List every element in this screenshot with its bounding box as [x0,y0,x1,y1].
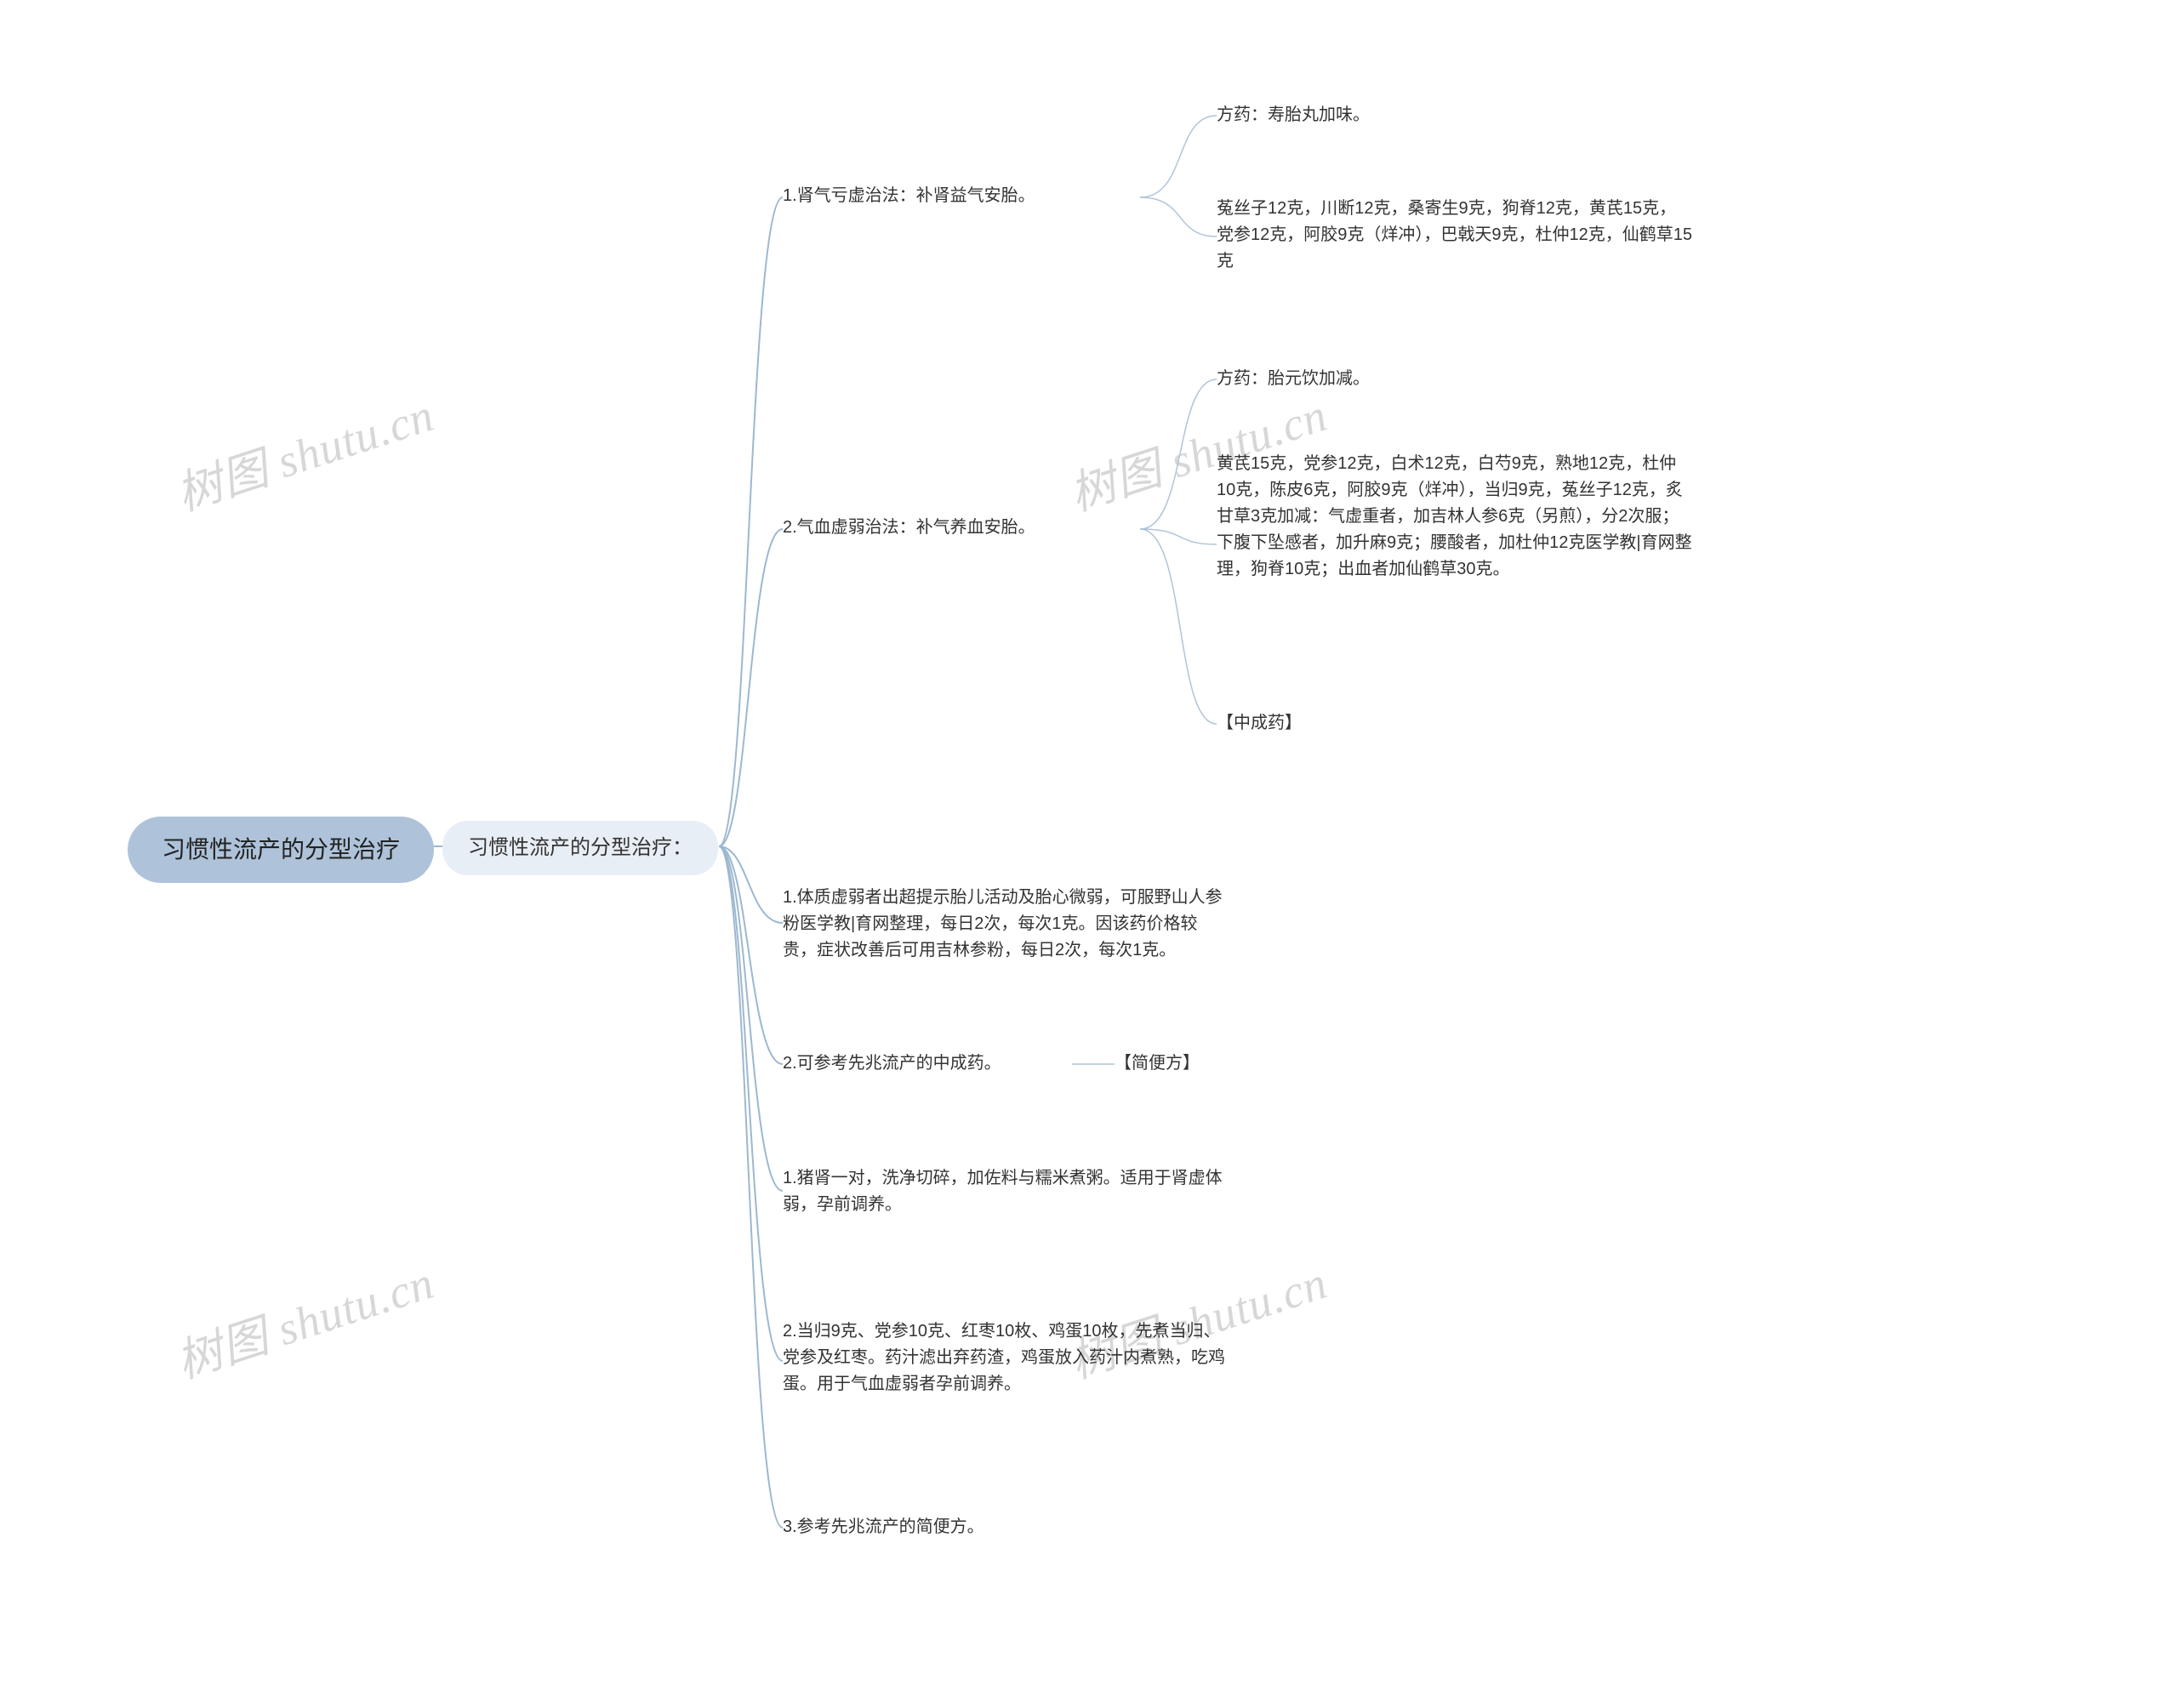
watermark: 树图 shutu.cn [166,1244,441,1391]
leaf-node[interactable]: 【中成药】 [1217,710,1302,737]
leaf-node[interactable]: 方药：胎元饮加减。 [1217,366,1370,392]
leaf-node[interactable]: 2.可参考先兆流产的中成药。 [783,1050,1001,1077]
leaf-node[interactable]: 1.体质虚弱者出超提示胎儿活动及胎心微弱，可服野山人参粉医学教|育网整理，每日2… [783,885,1225,964]
branch-title[interactable]: 2.气血虚弱治法：补气养血安胎。 [783,515,1035,541]
watermark: 树图 shutu.cn [166,377,441,523]
subtopic-node[interactable]: 习惯性流产的分型治疗： [442,821,718,875]
leaf-node[interactable]: 3.参考先兆流产的简便方。 [783,1514,984,1540]
root-node[interactable]: 习惯性流产的分型治疗 [128,817,434,883]
leaf-node[interactable]: 2.当归9克、党参10克、红枣10枚、鸡蛋10枚，先煮当归、党参及红枣。药汁滤出… [783,1318,1225,1398]
leaf-node[interactable]: 菟丝子12克，川断12克，桑寄生9克，狗脊12克，黄芪15克，党参12克，阿胶9… [1217,196,1693,275]
leaf-node[interactable]: 方药：寿胎丸加味。 [1217,102,1370,128]
leaf-node[interactable]: 黄芪15克，党参12克，白术12克，白芍9克，熟地12克，杜仲10克，陈皮6克，… [1217,451,1693,583]
mindmap-canvas: 树图 shutu.cn 树图 shutu.cn 树图 shutu.cn 树图 s… [0,0,2178,1708]
leaf-node[interactable]: 【简便方】 [1115,1050,1200,1077]
branch-title[interactable]: 1.肾气亏虚治法：补肾益气安胎。 [783,183,1035,209]
leaf-node[interactable]: 1.猪肾一对，洗净切碎，加佐料与糯米煮粥。适用于肾虚体弱，孕前调养。 [783,1165,1225,1218]
